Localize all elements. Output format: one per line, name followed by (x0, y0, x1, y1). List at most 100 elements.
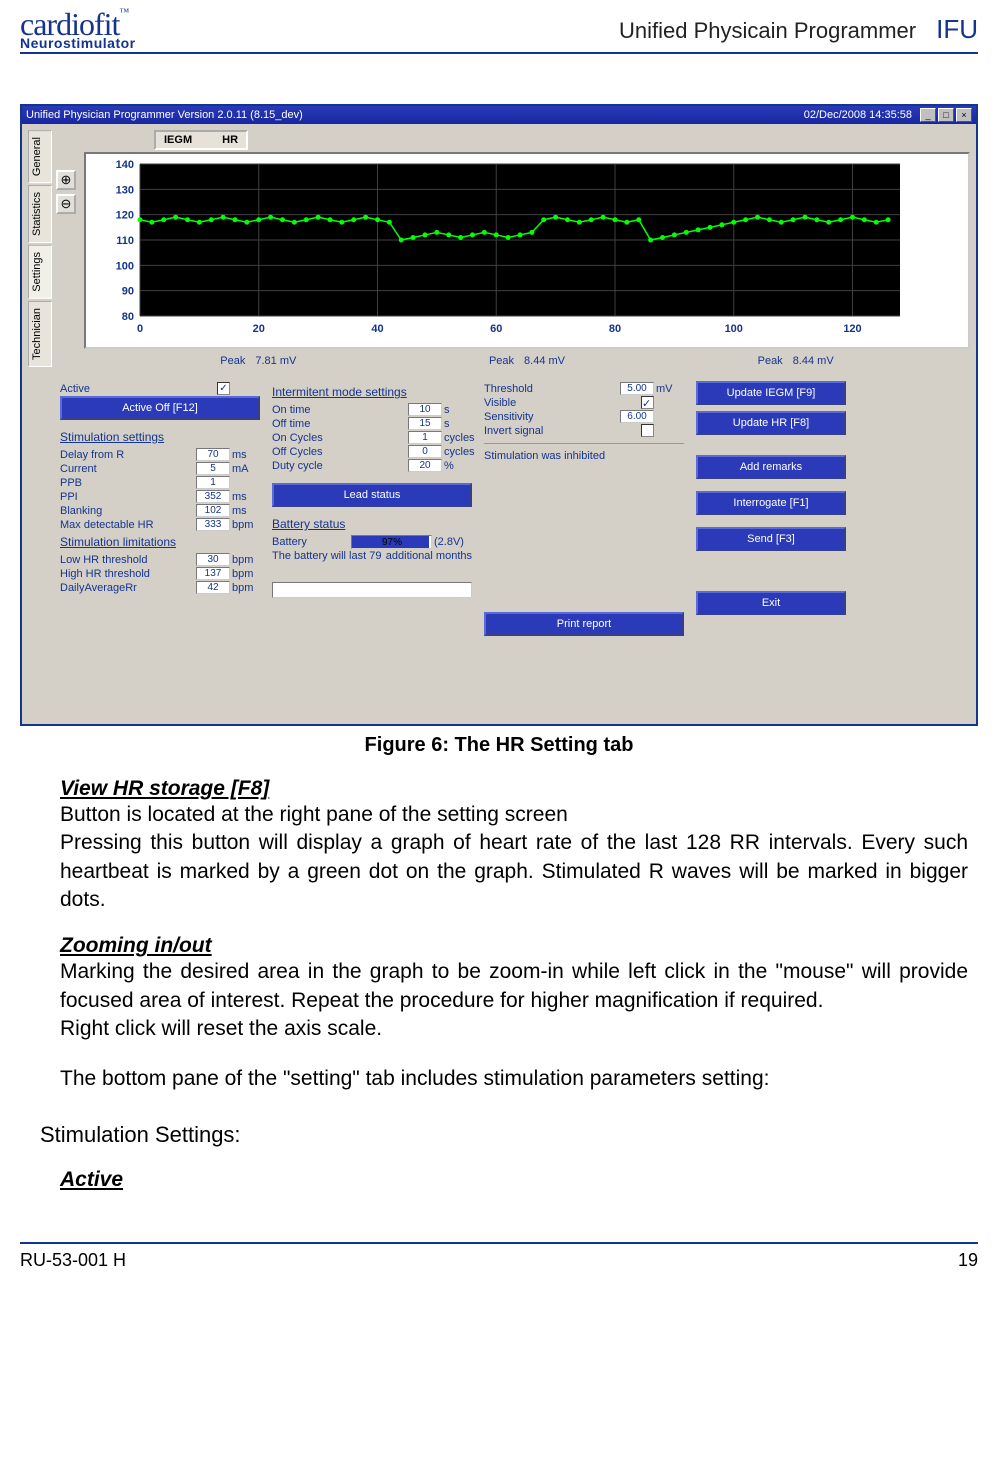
thr-value[interactable]: 5.00 (620, 382, 654, 395)
maximize-icon[interactable]: □ (938, 108, 954, 122)
text-p2b: Right click will reset the axis scale. (60, 1015, 968, 1043)
tab-general[interactable]: General (28, 130, 52, 183)
close-icon[interactable]: × (956, 108, 972, 122)
svg-text:40: 40 (371, 323, 383, 335)
svg-text:100: 100 (116, 260, 134, 272)
lim-label: Low HR threshold (60, 554, 196, 566)
col-intermittent: Intermitent mode settings On time10sOff … (272, 381, 472, 642)
thr-value[interactable]: 6.00 (620, 410, 654, 423)
stimulation-limits-title: Stimulation limitations (60, 535, 260, 549)
int-value[interactable]: 10 (408, 403, 442, 416)
peak-label-2: Peak (489, 355, 514, 367)
battery-pct: 97% (352, 537, 402, 548)
col-stimulation: Active ✓ Active Off [F12] Stimulation se… (60, 381, 260, 642)
int-label: Off Cycles (272, 446, 408, 458)
svg-text:100: 100 (725, 323, 743, 335)
add-remarks-button[interactable]: Add remarks (696, 455, 846, 479)
window-titlebar: Unified Physician Programmer Version 2.0… (22, 106, 976, 124)
col-threshold: Threshold5.00mVVisible✓Sensitivity6.00In… (484, 381, 684, 642)
stim-label: Delay from R (60, 449, 196, 461)
header-title: Unified Physicain Programmer (619, 18, 916, 44)
lim-value[interactable]: 30 (196, 553, 230, 566)
int-value[interactable]: 0 (408, 445, 442, 458)
stim-value[interactable]: 102 (196, 504, 230, 517)
peak-value-3: 8.44 mV (793, 355, 834, 367)
svg-text:130: 130 (116, 184, 134, 196)
lim-value[interactable]: 137 (196, 567, 230, 580)
lim-unit: bpm (230, 582, 260, 594)
text-p3: The bottom pane of the "setting" tab inc… (60, 1065, 968, 1093)
svg-text:110: 110 (116, 235, 134, 247)
heading-active: Active (60, 1168, 978, 1192)
print-report-button[interactable]: Print report (484, 612, 684, 636)
int-row: On time10s (272, 403, 472, 416)
stim-value[interactable]: 70 (196, 448, 230, 461)
empty-field (272, 582, 472, 598)
text-p2a: Marking the desired area in the graph to… (60, 958, 968, 1015)
update-hr-button[interactable]: Update HR [F8] (696, 411, 846, 435)
stim-label: PPI (60, 491, 196, 503)
figure-caption: Figure 6: The HR Setting tab (20, 734, 978, 757)
lead-status-button[interactable]: Lead status (272, 483, 472, 507)
stim-value[interactable]: 5 (196, 462, 230, 475)
tab-statistics[interactable]: Statistics (28, 185, 52, 243)
int-label: Off time (272, 418, 408, 430)
zoom-out-button[interactable]: ⊖ (56, 194, 76, 214)
svg-text:90: 90 (122, 286, 134, 298)
thr-row: Visible✓ (484, 396, 684, 409)
lim-label: DailyAverageRr (60, 582, 196, 594)
stim-value[interactable]: 333 (196, 518, 230, 531)
thr-label: Visible (484, 397, 641, 409)
lim-row: High HR threshold137bpm (60, 567, 260, 580)
active-off-button[interactable]: Active Off [F12] (60, 396, 260, 420)
int-unit: % (442, 460, 472, 472)
exit-button[interactable]: Exit (696, 591, 846, 615)
thr-check[interactable] (641, 424, 654, 437)
hr-chart[interactable]: 8090100110120130140020406080100120 (84, 152, 970, 349)
stim-unit: ms (230, 491, 260, 503)
text-p1a: Button is located at the right pane of t… (60, 801, 968, 829)
peak-value-1: 7.81 mV (255, 355, 296, 367)
int-value[interactable]: 15 (408, 417, 442, 430)
ifu-label: IFU (936, 14, 978, 45)
int-label: Duty cycle (272, 460, 408, 472)
stim-unit: mA (230, 463, 260, 475)
lim-unit: bpm (230, 554, 260, 566)
int-row: On Cycles1cycles (272, 431, 472, 444)
thr-label: Sensitivity (484, 411, 620, 423)
tab-technician[interactable]: Technician (28, 301, 52, 367)
thr-check[interactable]: ✓ (641, 396, 654, 409)
active-checkbox[interactable]: ✓ (217, 382, 230, 395)
tab-settings[interactable]: Settings (28, 245, 52, 299)
stim-value[interactable]: 352 (196, 490, 230, 503)
stim-label: Max detectable HR (60, 519, 196, 531)
int-value[interactable]: 20 (408, 459, 442, 472)
peak-value-2: 8.44 mV (524, 355, 565, 367)
stim-label: PPB (60, 477, 196, 489)
window-title: Unified Physician Programmer Version 2.0… (26, 109, 303, 121)
int-value[interactable]: 1 (408, 431, 442, 444)
stim-row: Max detectable HR333bpm (60, 518, 260, 531)
svg-text:80: 80 (122, 311, 134, 323)
logo: cardiofit™ Neurostimulator (20, 8, 136, 50)
zoom-in-button[interactable]: ⊕ (56, 170, 76, 190)
lim-row: DailyAverageRr42bpm (60, 581, 260, 594)
stimulation-inhibited: Stimulation was inhibited (484, 450, 684, 462)
battery-volt: (2.8V) (432, 536, 472, 548)
send-button[interactable]: Send [F3] (696, 527, 846, 551)
svg-text:120: 120 (116, 210, 134, 222)
page-header: cardiofit™ Neurostimulator Unified Physi… (20, 0, 978, 54)
update-iegm-button[interactable]: Update IEGM [F9] (696, 381, 846, 405)
battery-label: Battery (272, 536, 351, 548)
interrogate-button[interactable]: Interrogate [F1] (696, 491, 846, 515)
section-stimulation-settings: Stimulation Settings: (40, 1122, 978, 1148)
int-row: Off time15s (272, 417, 472, 430)
svg-text:140: 140 (116, 159, 134, 171)
minimize-icon[interactable]: _ (920, 108, 936, 122)
battery-life-a: The battery will last 79 (272, 550, 384, 562)
stim-value[interactable]: 1 (196, 476, 230, 489)
svg-text:0: 0 (137, 323, 143, 335)
text-p1b: Pressing this button will display a grap… (60, 829, 968, 914)
side-tabs: General Statistics Settings Technician (28, 130, 52, 718)
lim-value[interactable]: 42 (196, 581, 230, 594)
